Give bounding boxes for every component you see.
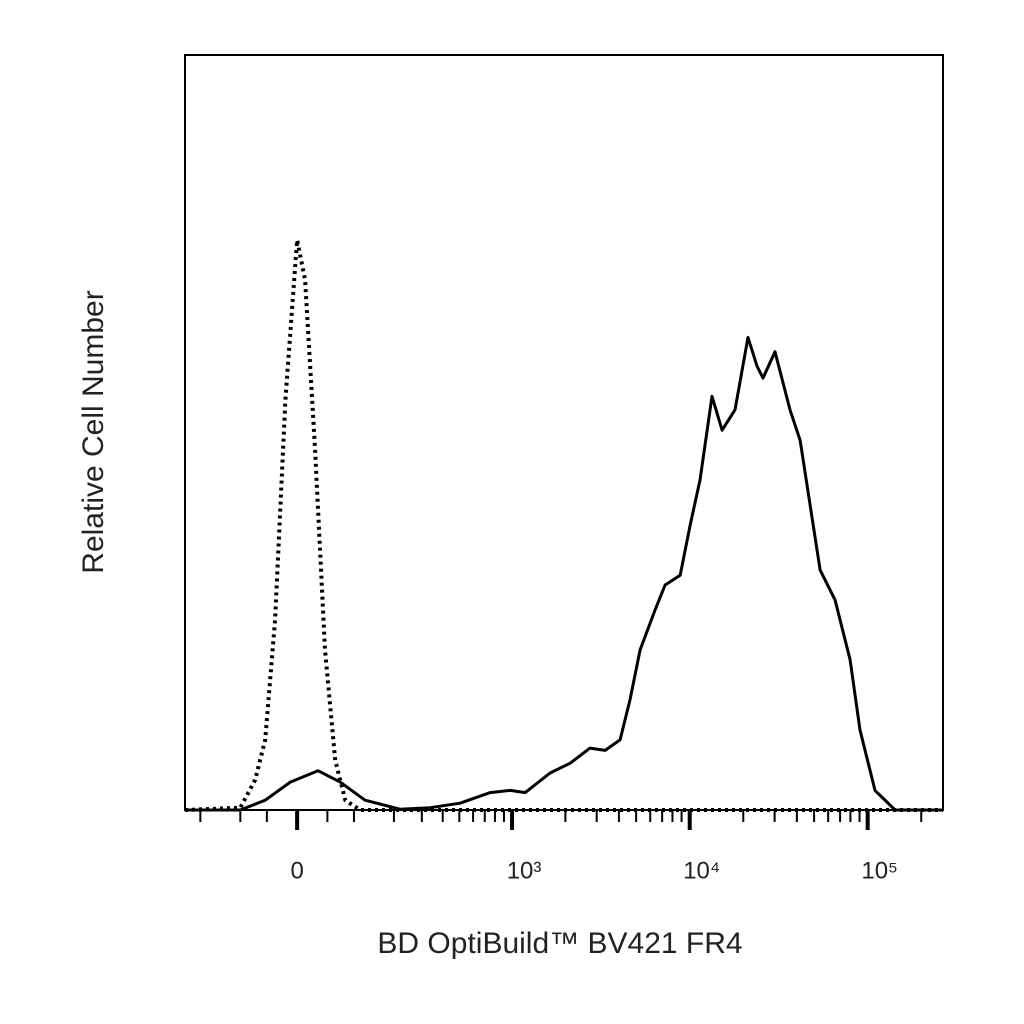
x-tick-label: 0 [290, 857, 303, 884]
y-axis-title: Relative Cell Number [77, 290, 110, 573]
histogram-line [185, 335, 943, 812]
histogram-line [184, 238, 943, 812]
x-tick-label: 10³ [507, 857, 542, 884]
plot-frame [184, 54, 944, 811]
x-tick-label: 10⁴ [683, 857, 720, 884]
x-axis-title: BD OptiBuild™ BV421 FR4 [377, 927, 742, 960]
x-tick-label: 10⁵ [861, 857, 898, 884]
